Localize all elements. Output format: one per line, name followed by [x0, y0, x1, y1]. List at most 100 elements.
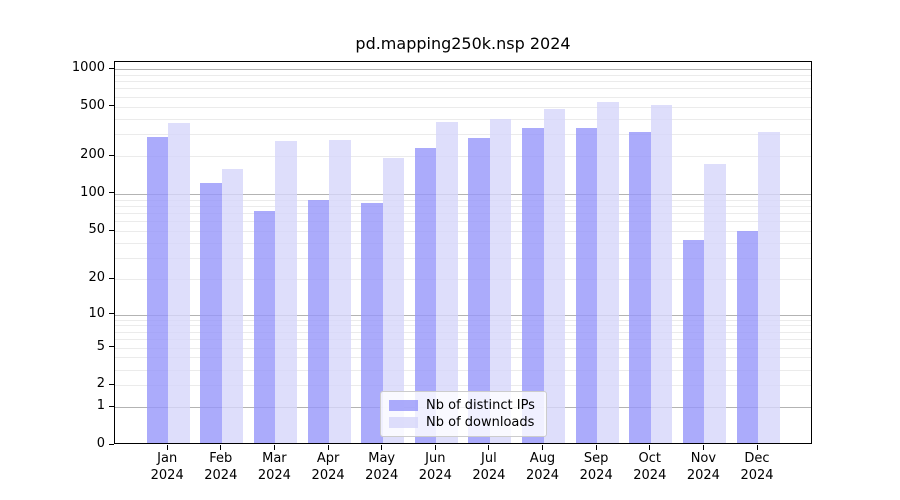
gridline-4	[115, 357, 811, 359]
x-tick-label-jan: Jan 2024	[150, 451, 184, 483]
gridline-900	[115, 74, 811, 76]
gridline-3	[115, 369, 811, 371]
y-tick-label-100: 100	[80, 184, 105, 200]
bar-distinct-ips-mar	[253, 210, 276, 443]
x-tick-mar	[273, 445, 275, 450]
bar-downloads-jan	[168, 123, 190, 443]
y-tick-label-200: 200	[80, 147, 105, 163]
bar-distinct-ips-feb	[200, 182, 222, 443]
y-tick-500	[109, 105, 114, 107]
x-tick-nov	[702, 445, 704, 450]
legend-swatch-downloads	[389, 417, 418, 428]
gridline-2	[115, 385, 811, 387]
x-tick-label-jun: Jun 2024	[418, 451, 452, 483]
bar-downloads-dec	[758, 132, 780, 443]
x-tick-sep	[595, 445, 597, 450]
gridline-60	[115, 221, 811, 223]
gridline-200	[115, 156, 811, 158]
gridline-600	[115, 96, 811, 98]
gridline-9	[115, 319, 811, 321]
gridline-6	[115, 339, 811, 341]
y-tick-label-0: 0	[96, 436, 105, 451]
y-tick-label-20: 20	[88, 270, 105, 286]
chart-title: pd.mapping250k.nsp 2024	[355, 34, 571, 53]
legend: Nb of distinct IPs Nb of downloads	[380, 391, 547, 437]
gridline-1000	[115, 69, 811, 70]
y-tick-100	[109, 192, 114, 194]
bar-downloads-mar	[275, 140, 297, 443]
bar-distinct-ips-jan	[146, 137, 169, 443]
y-tick-label-500: 500	[80, 97, 105, 113]
x-tick-jul	[488, 445, 490, 450]
gridline-20	[115, 279, 811, 281]
y-tick-label-50: 50	[88, 222, 105, 237]
x-tick-label-apr: Apr 2024	[311, 451, 345, 483]
legend-item-distinct-ips: Nb of distinct IPs	[389, 398, 538, 414]
x-tick-apr	[327, 445, 329, 450]
gridline-10	[115, 314, 811, 316]
x-tick-label-may: May 2024	[365, 451, 399, 483]
bar-distinct-ips-apr	[307, 200, 330, 443]
gridline-700	[115, 88, 811, 90]
x-tick-label-jul: Jul 2024	[472, 451, 506, 483]
y-tick-label-5: 5	[96, 338, 105, 354]
x-tick-aug	[542, 445, 543, 450]
bar-downloads-may	[382, 157, 405, 443]
x-tick-label-mar: Mar 2024	[257, 451, 291, 483]
y-tick-label-2: 2	[96, 376, 105, 392]
x-tick-jun	[434, 445, 436, 450]
gridline-5	[115, 347, 811, 349]
legend-label-downloads: Nb of downloads	[426, 414, 535, 430]
gridline-8	[115, 325, 811, 327]
y-tick-label-1000: 1000	[71, 60, 105, 75]
gridline-100	[115, 193, 811, 195]
legend-swatch-distinct-ips	[389, 400, 418, 411]
x-tick-label-oct: Oct 2024	[633, 451, 667, 483]
y-tick-200	[109, 154, 114, 156]
bar-downloads-sep	[597, 102, 619, 443]
gridline-500	[115, 106, 811, 108]
gridline-70	[115, 213, 811, 214]
y-tick-5	[109, 346, 114, 347]
legend-item-downloads: Nb of downloads	[389, 415, 538, 431]
gridline-80	[115, 205, 811, 207]
bar-downloads-jun	[436, 122, 458, 443]
bar-distinct-ips-sep	[575, 127, 598, 443]
y-tick-2	[109, 383, 114, 385]
y-tick-10	[109, 313, 114, 314]
y-tick-label-1: 1	[96, 398, 105, 414]
bar-distinct-ips-jun	[414, 147, 437, 443]
bar-distinct-ips-dec	[736, 231, 758, 443]
x-tick-label-nov: Nov 2024	[686, 451, 720, 483]
x-tick-oct	[649, 445, 651, 450]
gridline-300	[115, 134, 811, 136]
y-tick-label-10: 10	[88, 305, 105, 321]
x-tick-label-feb: Feb 2024	[204, 451, 238, 483]
x-tick-dec	[756, 445, 758, 450]
bar-downloads-oct	[650, 104, 673, 443]
y-tick-20	[109, 277, 114, 279]
x-tick-feb	[220, 445, 222, 450]
bar-distinct-ips-nov	[682, 240, 705, 443]
x-tick-may	[381, 445, 383, 450]
gridline-90	[115, 199, 811, 201]
x-tick-label-aug: Aug 2024	[525, 451, 560, 483]
gridline-50	[115, 231, 811, 232]
bar-distinct-ips-may	[361, 202, 383, 443]
x-tick-label-dec: Dec 2024	[740, 451, 774, 483]
x-tick-label-sep: Sep 2024	[579, 451, 613, 483]
y-tick-1000	[109, 67, 114, 69]
bar-distinct-ips-aug	[522, 128, 544, 443]
bar-downloads-apr	[329, 139, 351, 443]
gridline-7	[115, 331, 811, 333]
bar-downloads-nov	[704, 163, 726, 443]
gridline-800	[115, 81, 811, 83]
bar-downloads-feb	[221, 168, 244, 443]
gridline-40	[115, 242, 811, 244]
y-tick-50	[109, 229, 114, 231]
bar-downloads-jul	[489, 118, 512, 443]
x-tick-jan	[166, 445, 168, 450]
plot-area	[114, 61, 812, 444]
bar-distinct-ips-oct	[629, 131, 651, 443]
